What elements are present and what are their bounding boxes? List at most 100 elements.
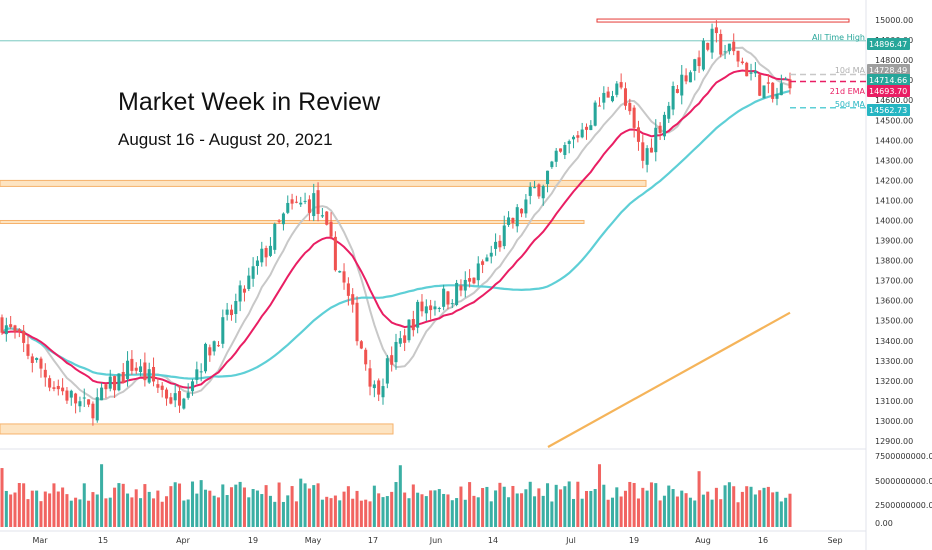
candle-body xyxy=(576,135,580,138)
candle-body xyxy=(342,271,346,283)
price-tag xyxy=(867,64,910,76)
candle-body xyxy=(372,384,376,389)
volume-bar xyxy=(17,483,21,527)
candle-body xyxy=(108,376,112,389)
volume-bar xyxy=(277,482,281,527)
candle-body xyxy=(498,240,502,248)
volume-bar xyxy=(65,494,69,527)
candle-body xyxy=(242,288,246,293)
volume-bar xyxy=(299,478,303,527)
volume-bar xyxy=(160,501,164,527)
volume-bar xyxy=(0,468,4,527)
volume-bar xyxy=(658,500,662,527)
volume-tick-label: 5000000000.00 xyxy=(875,477,932,486)
candle-body xyxy=(264,248,268,258)
candle-body xyxy=(203,343,208,372)
volume-bar xyxy=(212,495,216,527)
candle-body xyxy=(723,51,727,53)
candle-body xyxy=(160,385,164,390)
candle-body xyxy=(9,324,13,327)
volume-bar xyxy=(472,495,476,527)
volume-bar xyxy=(520,493,524,527)
volume-tick-label: 0.00 xyxy=(875,519,893,528)
candle-body xyxy=(680,74,684,96)
candle-body xyxy=(126,360,130,379)
candle-body xyxy=(48,378,52,388)
volume-bar xyxy=(468,482,472,527)
candle-body xyxy=(416,301,420,328)
candle-body xyxy=(260,248,264,263)
volume-bar xyxy=(732,486,736,527)
candle-body xyxy=(147,369,151,383)
candle-body xyxy=(481,261,485,265)
volume-bar xyxy=(134,489,138,527)
volume-bar xyxy=(671,489,675,527)
volume-bar xyxy=(576,481,580,527)
candle-body xyxy=(658,125,662,133)
candle-body xyxy=(788,79,792,89)
y-tick-label: 15000.00 xyxy=(875,16,913,25)
y-tick-label: 14500.00 xyxy=(875,116,913,125)
candle-body xyxy=(442,288,446,307)
volume-bar xyxy=(476,497,480,527)
y-tick-label: 13800.00 xyxy=(875,257,913,266)
candle-body xyxy=(229,309,233,316)
candle-body xyxy=(286,202,290,213)
volume-bar xyxy=(636,498,640,527)
candle-body xyxy=(173,393,177,401)
volume-bar xyxy=(563,486,567,527)
y-tick-label: 13500.00 xyxy=(875,317,913,326)
candle-body xyxy=(719,33,723,55)
candle-body xyxy=(710,28,714,53)
x-tick-label: Apr xyxy=(176,536,191,545)
volume-bar xyxy=(247,497,251,527)
candle-body xyxy=(22,330,26,343)
x-tick-label: 19 xyxy=(248,536,258,545)
volume-bar xyxy=(290,486,294,527)
candle-body xyxy=(0,317,4,333)
y-tick-label: 13600.00 xyxy=(875,297,913,306)
volume-bar xyxy=(485,486,489,527)
candle-body xyxy=(429,305,433,311)
y-tick-label: 13000.00 xyxy=(875,417,913,426)
volume-bar xyxy=(727,482,731,527)
price-tag-label: 14562.73 xyxy=(869,106,907,115)
volume-bar xyxy=(381,497,385,527)
candle-body xyxy=(238,285,242,302)
price-tag xyxy=(867,38,910,50)
candle-body xyxy=(671,86,675,110)
volume-bar xyxy=(411,484,415,527)
volume-bar xyxy=(368,501,372,527)
y-tick-label: 14600.00 xyxy=(875,96,913,105)
candle-body xyxy=(597,105,602,107)
candle-body xyxy=(307,199,311,213)
volume-bar xyxy=(113,487,117,527)
candle-body xyxy=(476,263,480,281)
y-tick-label: 13900.00 xyxy=(875,237,913,246)
y-tick-label: 12900.00 xyxy=(875,437,913,446)
volume-bar xyxy=(364,499,368,527)
volume-bar xyxy=(762,487,766,527)
candle-body xyxy=(593,102,597,126)
candle-body xyxy=(221,317,225,344)
candle-body xyxy=(533,187,537,189)
volume-bar xyxy=(35,490,39,527)
candle-body xyxy=(4,325,8,335)
volume-bar xyxy=(13,492,17,527)
volume-bar xyxy=(693,500,697,527)
volume-bar xyxy=(39,501,43,527)
y-tick-label: 13300.00 xyxy=(875,357,913,366)
x-tick-label: 14 xyxy=(488,536,498,545)
candle-body xyxy=(520,208,524,214)
volume-bar xyxy=(407,498,411,527)
volume-tick-label: 2500000000.00 xyxy=(875,501,932,510)
volume-bar xyxy=(95,494,99,527)
x-tick-label: Aug xyxy=(695,536,711,545)
candle-body xyxy=(619,82,623,88)
volume-bar xyxy=(372,485,376,527)
candle-body xyxy=(537,184,541,197)
price-tag-label: 14896.47 xyxy=(869,40,907,49)
volume-bar xyxy=(238,481,242,527)
candle-body xyxy=(320,215,324,217)
